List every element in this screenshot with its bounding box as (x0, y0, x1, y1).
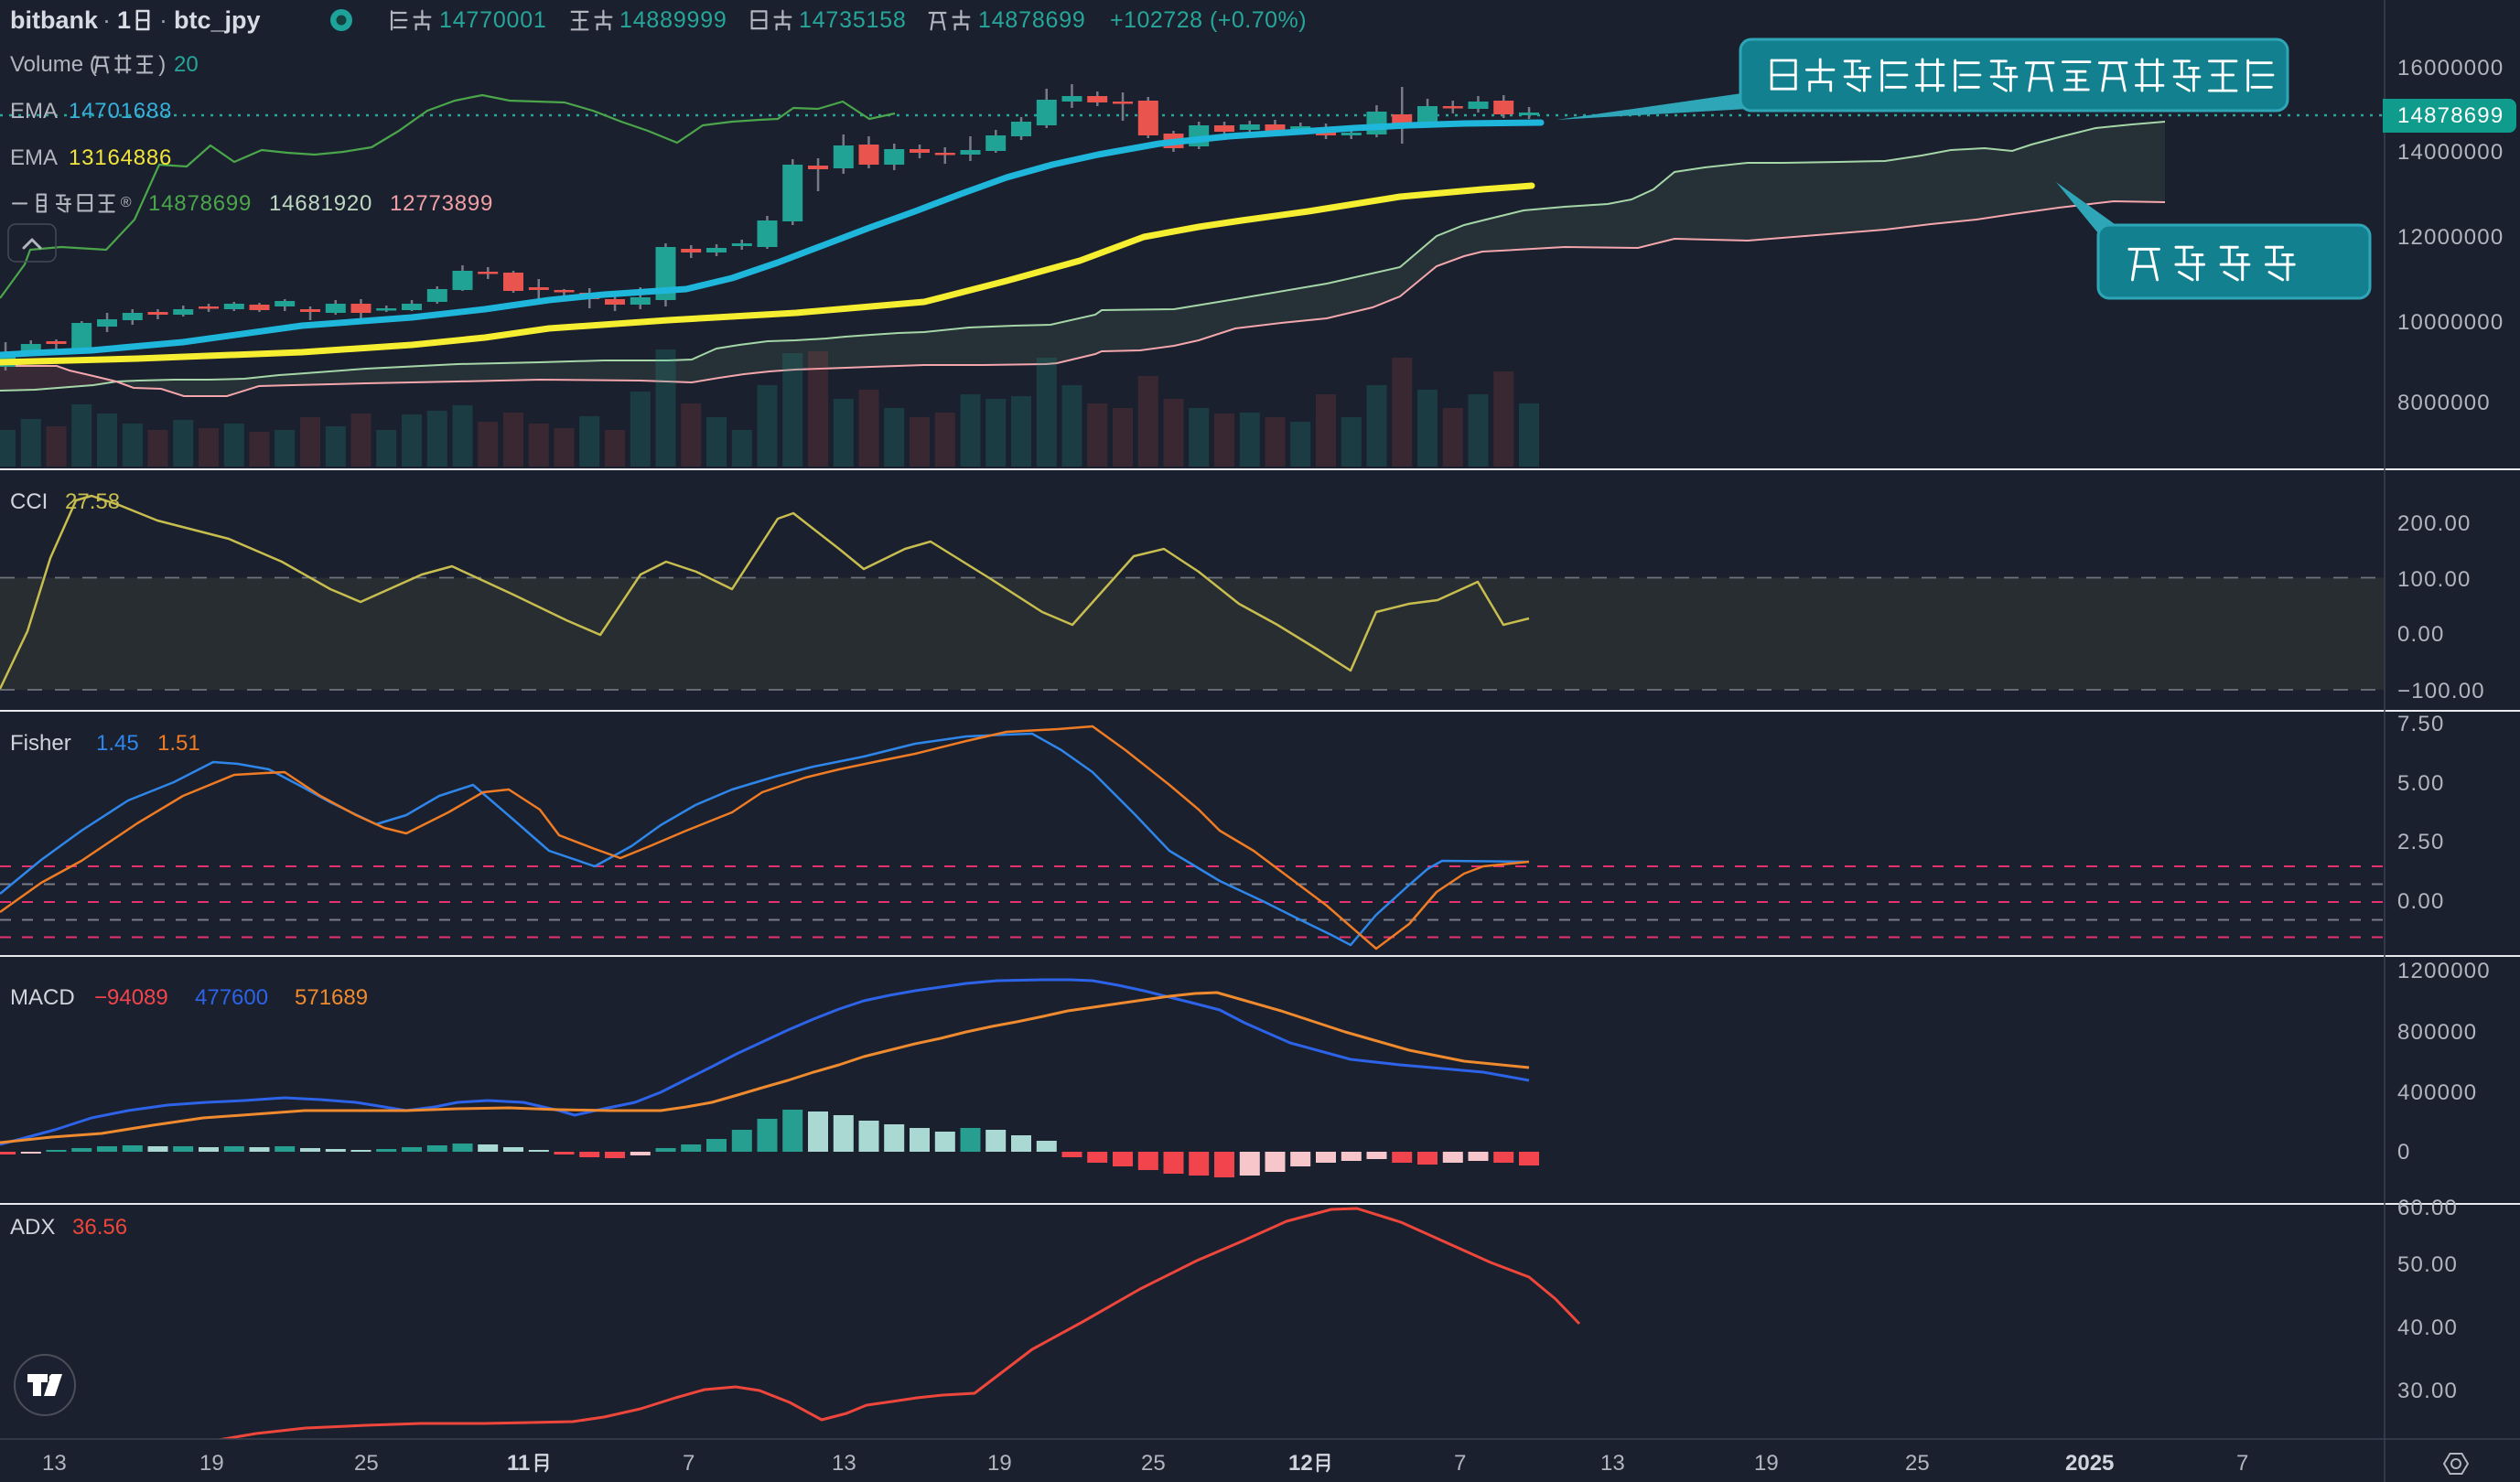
svg-text:36.56: 36.56 (72, 1215, 127, 1240)
svg-text:MACD: MACD (10, 985, 75, 1010)
svg-text:1.45: 1.45 (96, 731, 139, 756)
svg-text:60.00: 60.00 (2397, 1196, 2458, 1220)
svg-text:14770001: 14770001 (439, 7, 547, 33)
svg-text:14000000: 14000000 (2397, 140, 2504, 165)
svg-text:EMA: EMA (10, 145, 58, 170)
svg-text:ADX: ADX (10, 1215, 55, 1240)
svg-text:13: 13 (42, 1451, 67, 1476)
svg-text:40.00: 40.00 (2397, 1316, 2458, 1340)
svg-text:14701688: 14701688 (69, 99, 172, 124)
svg-text:25: 25 (1141, 1451, 1166, 1476)
svg-text:20: 20 (174, 52, 199, 77)
svg-text:Fisher: Fisher (10, 731, 71, 756)
svg-text:19: 19 (199, 1451, 224, 1476)
svg-text:·: · (159, 6, 167, 34)
svg-text:2025: 2025 (2065, 1451, 2114, 1476)
svg-text:200.00: 200.00 (2397, 511, 2472, 536)
svg-text:·: · (102, 6, 111, 34)
svg-text:): ) (158, 52, 166, 77)
svg-text:12773899: 12773899 (390, 191, 493, 216)
svg-text:13164886: 13164886 (69, 145, 172, 170)
svg-text:−94089: −94089 (94, 985, 168, 1010)
svg-text:13: 13 (832, 1451, 856, 1476)
svg-text:7.50: 7.50 (2397, 712, 2445, 736)
svg-text:13: 13 (1600, 1451, 1625, 1476)
svg-text:14889999: 14889999 (619, 7, 727, 33)
svg-text:400000: 400000 (2397, 1080, 2477, 1105)
svg-text:800000: 800000 (2397, 1020, 2477, 1045)
svg-text:14681920: 14681920 (269, 191, 372, 216)
svg-text:EMA: EMA (10, 99, 58, 124)
svg-text:19: 19 (1754, 1451, 1779, 1476)
svg-text:30.00: 30.00 (2397, 1379, 2458, 1403)
svg-text:14735158: 14735158 (799, 7, 907, 33)
svg-text:25: 25 (1905, 1451, 1930, 1476)
svg-text:5.00: 5.00 (2397, 771, 2445, 796)
svg-text:btc_jpy: btc_jpy (174, 6, 261, 34)
svg-text:1200000: 1200000 (2397, 959, 2491, 983)
svg-text:−100.00: −100.00 (2397, 679, 2485, 703)
svg-text:16000000: 16000000 (2397, 56, 2504, 81)
svg-text:0.00: 0.00 (2397, 622, 2445, 647)
svg-text:0: 0 (2397, 1140, 2411, 1165)
svg-text:12000000: 12000000 (2397, 225, 2504, 250)
svg-text:7: 7 (2236, 1451, 2248, 1476)
svg-text:CCI: CCI (10, 489, 48, 514)
svg-text:477600: 477600 (195, 985, 268, 1010)
svg-text:10000000: 10000000 (2397, 310, 2504, 335)
svg-text:7: 7 (683, 1451, 695, 1476)
svg-text:®: ® (121, 195, 132, 210)
svg-text:0.00: 0.00 (2397, 889, 2445, 914)
svg-text:+102728 (+0.70%): +102728 (+0.70%) (1110, 7, 1307, 33)
svg-text:14878699: 14878699 (148, 191, 252, 216)
svg-text:571689: 571689 (295, 985, 368, 1010)
svg-text:25: 25 (354, 1451, 379, 1476)
svg-text:19: 19 (987, 1451, 1012, 1476)
svg-text:Volume (: Volume ( (10, 52, 97, 77)
svg-text:27.58: 27.58 (65, 489, 120, 514)
svg-text:8000000: 8000000 (2397, 391, 2491, 415)
svg-text:1.51: 1.51 (157, 731, 200, 756)
svg-text:bitbank: bitbank (10, 6, 99, 34)
svg-text:7: 7 (1454, 1451, 1466, 1476)
svg-text:2.50: 2.50 (2397, 830, 2445, 854)
svg-text:14878699: 14878699 (2397, 103, 2504, 128)
svg-text:1: 1 (117, 6, 131, 34)
svg-text:11: 11 (507, 1451, 530, 1476)
svg-text:50.00: 50.00 (2397, 1252, 2458, 1277)
svg-text:12: 12 (1288, 1451, 1313, 1476)
svg-text:14878699: 14878699 (978, 7, 1086, 33)
svg-text:100.00: 100.00 (2397, 567, 2472, 592)
